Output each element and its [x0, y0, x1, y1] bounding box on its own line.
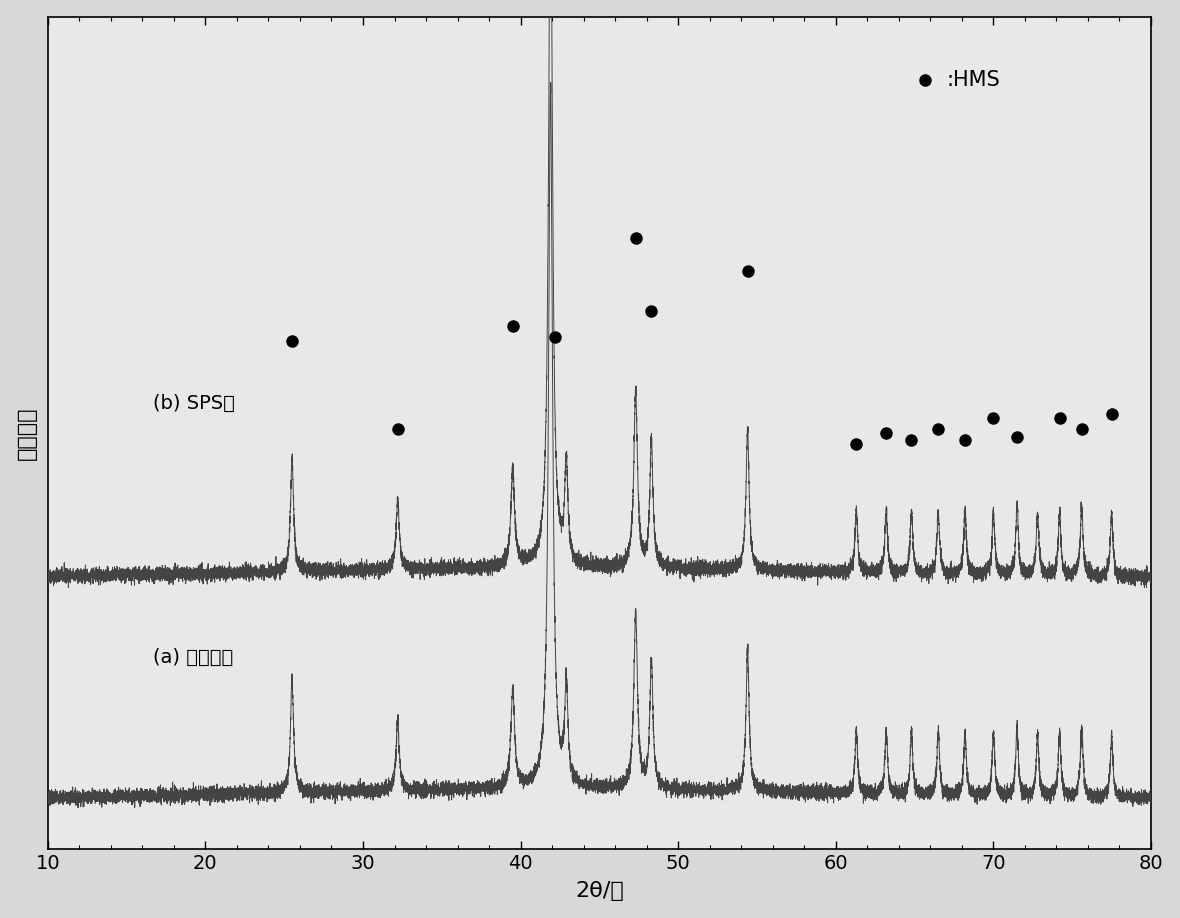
Text: (b) SPS后: (b) SPS后 — [152, 394, 235, 413]
Text: (a) 固相反应: (a) 固相反应 — [152, 648, 232, 667]
X-axis label: 2θ/度: 2θ/度 — [575, 881, 624, 901]
Y-axis label: 相对强度: 相对强度 — [17, 406, 37, 460]
Text: :HMS: :HMS — [946, 70, 1001, 90]
